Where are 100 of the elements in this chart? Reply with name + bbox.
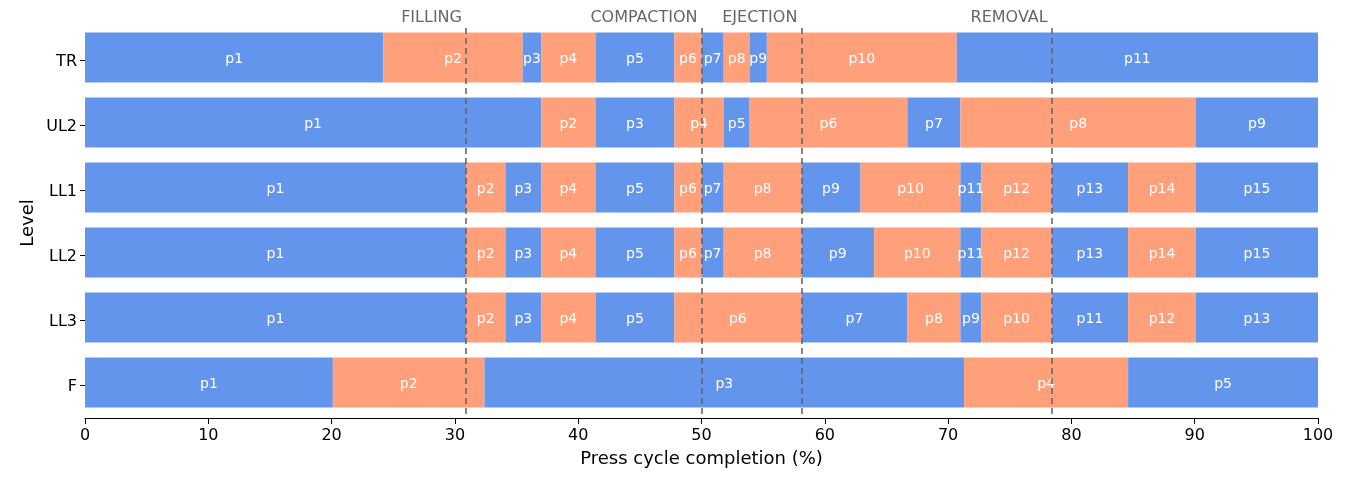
text: p5 [626,49,644,66]
text: p9 [962,309,980,326]
text: p1 [266,309,285,326]
bar [466,162,506,213]
x-tick-label: 40 [568,424,589,444]
text: p6 [819,114,838,131]
bar [1128,292,1196,343]
bar [541,162,596,213]
bar [723,162,802,213]
text: p1 [200,374,218,391]
text: p2 [476,309,495,326]
bar [749,97,908,148]
text: p11 [1124,49,1151,66]
text: p7 [925,114,943,131]
bar [383,32,523,83]
x-tick-label: 70 [937,424,959,444]
text: p2 [559,114,578,131]
bar [595,97,675,148]
bar [981,162,1052,213]
text: p4 [559,244,578,261]
bar [956,32,1318,83]
series-label: p12 [1003,179,1030,196]
bar [85,357,333,408]
y-tick-label: LL3 [48,311,77,330]
series-label: p14 [1148,179,1176,196]
bar [484,357,965,408]
x-tick-label: 100 [1302,424,1334,444]
series-label: p8 [727,49,746,66]
bar [85,227,466,278]
series-label: p7 [703,49,722,66]
text: p5 [626,179,644,196]
bar [674,292,802,343]
text: p8 [925,309,943,326]
y-tick-label: TR [55,51,77,70]
text: p14 [1148,244,1176,261]
bar [541,97,596,148]
text: p4 [559,49,578,66]
bar [1128,227,1196,278]
bar [466,292,506,343]
series-label: p2 [476,179,495,196]
ref-line-label: EJECTION [722,6,798,26]
x-tick-label: 60 [814,424,835,444]
text: p4 [559,309,578,326]
text: p1 [266,244,285,261]
bar [960,292,982,343]
bar [981,292,1052,343]
bar [595,162,675,213]
text: p5 [1214,374,1232,391]
bar [801,162,861,213]
bar [766,32,957,83]
y-tick-label: F [67,376,77,395]
text: p9 [822,179,840,196]
x-tick-label: 90 [1184,424,1205,444]
bar [1128,357,1318,408]
bar [1128,162,1196,213]
y-axis-title: Level [15,199,37,247]
text: p8 [753,179,772,196]
x-tick-label: 0 [79,424,91,444]
text: p12 [1003,244,1030,261]
text: p10 [897,179,924,196]
text: p8 [1069,114,1088,131]
text: p1 [266,179,285,196]
series-label: p15 [1243,179,1271,196]
bar [1051,162,1129,213]
x-tick-label: 50 [691,424,712,444]
y-tick-label: UL2 [46,116,77,135]
text: p6 [728,309,747,326]
series-label: p1 [225,49,244,66]
bar [595,227,675,278]
bar [505,227,542,278]
text: p2 [444,49,462,66]
series-label: p3 [523,49,541,66]
text: p6 [679,179,697,196]
x-tick-label: 80 [1061,424,1082,444]
series-label: p6 [679,49,697,66]
text: p3 [626,114,644,131]
bar [1195,162,1318,213]
bar [505,162,542,213]
text: p5 [626,309,644,326]
bar [981,227,1052,278]
bar [1195,227,1318,278]
text: p9 [828,244,847,261]
bar [1195,292,1318,343]
text: p2 [399,374,418,391]
ref-line-label: COMPACTION [590,6,698,26]
bar [1051,227,1129,278]
x-tick-label: 20 [321,424,342,444]
text: p3 [514,244,533,261]
bar [1195,97,1318,148]
ref-line-label: REMOVAL [970,6,1048,26]
bar [907,97,961,148]
series-label: p4 [690,114,709,131]
text: p7 [703,244,722,261]
text: p10 [1003,309,1030,326]
text: p9 [1248,114,1266,131]
bar [595,292,675,343]
text: p13 [1076,244,1104,261]
bar [964,357,1129,408]
text: p2 [476,244,495,261]
text: p4 [1037,374,1056,391]
